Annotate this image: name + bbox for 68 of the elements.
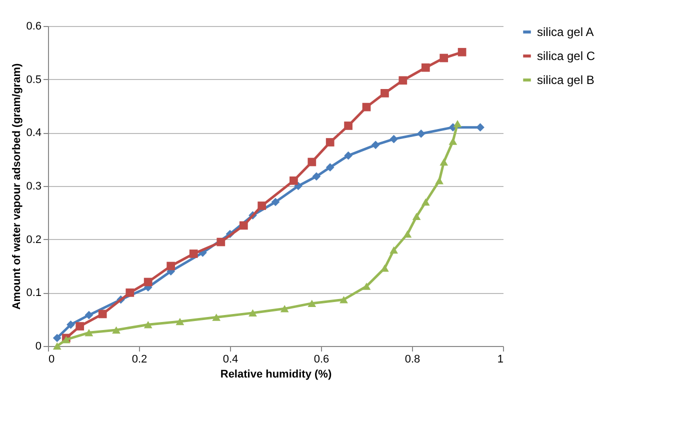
y-tick-label: 0.3 [26,180,42,192]
point [144,321,152,328]
point [312,172,321,181]
point [76,322,84,330]
legend-label: silica gel B [537,73,594,87]
point [326,163,334,172]
point [380,89,389,98]
point [476,123,484,132]
point [403,230,412,238]
point [458,48,466,56]
point [435,177,444,184]
x-tick-label: 0.6 [314,354,330,366]
legend-label: silica gel A [537,25,594,39]
point [421,198,430,206]
point [216,238,226,246]
point [308,158,316,166]
point [248,309,257,317]
point [280,305,289,312]
point [144,278,152,286]
y-tick-label: 0.2 [26,234,42,246]
point [390,246,398,254]
legend-label: silica gel C [537,49,596,63]
point [290,176,298,185]
point [98,310,107,318]
y-tick-label: 0.5 [26,74,42,86]
x-tick-label: 0.8 [404,354,420,366]
point [326,138,334,146]
y-tick-label: 0.1 [26,287,42,300]
point [308,300,316,307]
point [258,202,266,210]
point [340,296,348,304]
point [212,314,221,321]
point [362,102,371,112]
point [440,158,448,166]
point [239,221,248,230]
point [344,151,352,160]
point [112,326,120,334]
point [66,320,75,329]
point [176,318,184,326]
point [412,212,421,220]
point [416,130,426,138]
point [380,264,389,272]
y-tick-label: 0.6 [26,20,42,32]
x-tick-label: 1 [497,354,504,366]
point [126,288,134,297]
point [421,63,430,72]
point [166,262,176,270]
y-tick-label: 0 [35,340,42,352]
y-axis-title: Amount of water vapour adsorbed (gram/gram) [11,63,24,310]
x-tick-label: 0.2 [132,354,148,366]
x-axis-title: Relative humidity (%) [220,368,332,380]
point [398,76,408,85]
point [189,250,198,258]
point [84,310,94,320]
y-tick-label: 0.4 [26,127,42,140]
point [440,54,448,62]
point [362,282,371,290]
point [344,122,352,130]
point [52,342,62,350]
point [271,198,280,206]
point [453,120,462,128]
point [448,138,458,145]
point [84,329,94,336]
x-tick-label: 0 [48,354,55,366]
x-tick-label: 0.4 [222,354,238,366]
point [52,334,62,342]
point [390,134,398,144]
point [371,140,380,150]
